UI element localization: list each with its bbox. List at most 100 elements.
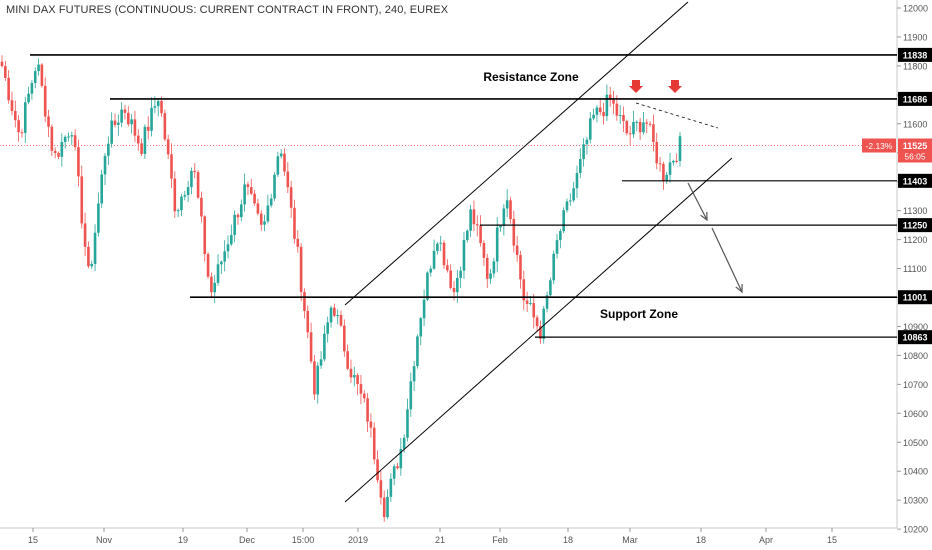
candle-body xyxy=(529,303,532,305)
candle-body xyxy=(80,176,84,224)
candle-body xyxy=(485,257,489,279)
y-tick-label: 10200 xyxy=(903,525,928,535)
candle-body xyxy=(77,147,80,177)
candle xyxy=(93,224,97,272)
candle-body xyxy=(512,218,516,246)
candle xyxy=(662,161,665,190)
candle xyxy=(289,180,293,218)
candle xyxy=(525,291,529,312)
projection-arrow-head xyxy=(700,211,708,222)
candle-body xyxy=(30,82,34,94)
candle-body xyxy=(356,375,359,385)
candle xyxy=(233,210,236,243)
candle-body xyxy=(226,244,230,252)
candle-body xyxy=(492,261,496,274)
candle xyxy=(77,139,80,187)
candle xyxy=(569,193,572,206)
candle xyxy=(436,242,439,255)
candle xyxy=(23,96,27,144)
candle xyxy=(343,319,346,357)
candle-body xyxy=(130,119,133,125)
candle-body xyxy=(449,270,452,289)
y-tick-label: 12000 xyxy=(903,4,928,14)
level-label: 11001 xyxy=(903,293,928,303)
candle xyxy=(495,216,499,273)
candle xyxy=(20,129,24,138)
candle-body xyxy=(190,170,193,188)
y-tick-label: 10900 xyxy=(903,322,928,332)
candle-body xyxy=(213,282,217,293)
candle xyxy=(183,190,187,201)
candle xyxy=(442,240,446,269)
candle xyxy=(326,316,330,343)
candle-body xyxy=(13,110,17,121)
candle xyxy=(432,239,436,270)
candle-body xyxy=(369,421,373,428)
candle xyxy=(87,241,90,269)
candle-body xyxy=(595,107,599,115)
candle xyxy=(502,204,506,236)
x-tick-label: 18 xyxy=(563,535,573,545)
candle xyxy=(319,351,323,369)
candle-body xyxy=(136,135,140,144)
candle xyxy=(632,110,635,139)
candle xyxy=(293,199,296,244)
candle-body xyxy=(93,232,97,264)
candle xyxy=(309,322,313,364)
candle xyxy=(279,149,283,159)
candle xyxy=(316,362,320,404)
candle xyxy=(40,63,44,88)
candle xyxy=(30,80,34,100)
candle-body xyxy=(678,136,682,162)
change-badge xyxy=(862,138,896,153)
candle-body xyxy=(230,234,233,245)
candle-body xyxy=(223,251,226,262)
candle xyxy=(37,58,40,76)
candle xyxy=(230,224,233,246)
y-tick-label: 10800 xyxy=(903,351,928,361)
candle-body xyxy=(585,139,589,145)
candle xyxy=(97,192,100,237)
candle-body xyxy=(346,351,349,369)
candle-body xyxy=(293,207,296,239)
level-tag xyxy=(898,218,932,233)
candle xyxy=(296,230,300,253)
candle-body xyxy=(535,317,539,327)
candle xyxy=(409,372,413,417)
candle xyxy=(47,109,50,138)
candle xyxy=(266,194,270,224)
candle xyxy=(117,114,120,136)
candle xyxy=(485,253,489,288)
candle xyxy=(273,172,276,202)
candle xyxy=(243,173,246,212)
candle-body xyxy=(107,143,110,156)
candle xyxy=(283,148,286,176)
candle-body xyxy=(83,223,87,247)
candle-body xyxy=(323,333,326,360)
price-label: 11525 xyxy=(903,141,928,151)
candle xyxy=(33,67,37,89)
candle xyxy=(399,437,403,476)
candle xyxy=(519,250,522,289)
candle-body xyxy=(150,107,153,131)
candle-body xyxy=(269,198,273,206)
candle-body xyxy=(113,120,117,125)
candle-body xyxy=(392,466,396,479)
projection-arrows xyxy=(687,182,743,294)
y-tick-label: 10300 xyxy=(903,496,928,506)
level-label: 11250 xyxy=(903,221,928,231)
candle-body xyxy=(163,113,167,140)
candle-body xyxy=(499,225,502,228)
candle xyxy=(140,138,143,156)
candle-body xyxy=(482,243,486,258)
chart-title: MINI DAX FUTURES (CONTINUOUS: CURRENT CO… xyxy=(6,4,449,16)
candle-body xyxy=(612,99,615,104)
candle xyxy=(426,271,429,302)
candle-body xyxy=(429,268,433,273)
level-label: 11838 xyxy=(903,50,928,60)
candle-body xyxy=(532,303,536,318)
candle xyxy=(303,288,306,319)
candle xyxy=(120,102,123,128)
candles xyxy=(0,55,682,522)
